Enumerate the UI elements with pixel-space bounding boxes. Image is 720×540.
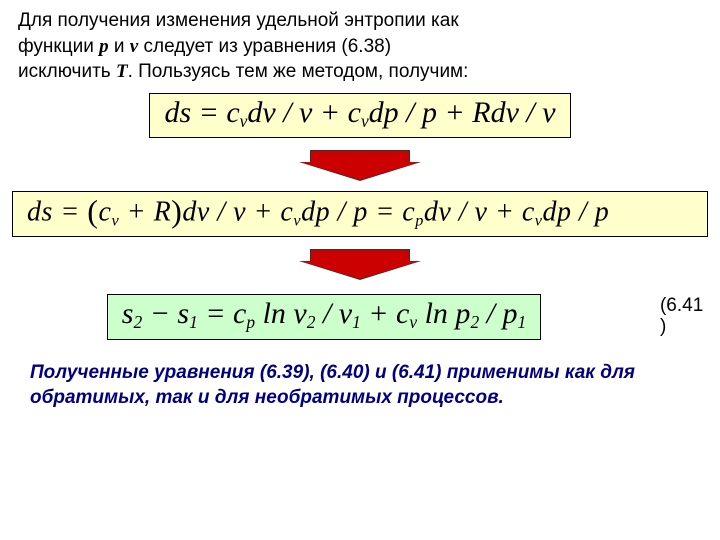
equation-3-row: s2 − s1 = cp ln v2 / v1 + cv ln p2 / p1 … [0,290,720,343]
eq3-p4: = c [198,297,247,330]
down-arrow-icon [300,146,420,180]
conclusion-paragraph: Полученные уравнения (6.39), (6.40) и (6… [0,344,720,411]
equation-2: ds = (cv + R)dv / v + cvdp / p = cpdv / … [12,191,708,237]
eq3-sub-v: v [409,313,417,333]
eq3-label-a: (6.41 [660,295,703,316]
eq2-sub-v1: v [111,212,119,230]
eq2-lparen: ( [87,193,98,229]
eq2-sub-v3: v [535,212,543,230]
intro-var-T: T [116,61,128,82]
intro-line2a: функции [18,36,99,57]
eq3-s6: 1 [517,313,526,333]
eq2-sub-p1: p [415,212,424,230]
eq3-sub-p: p [246,313,255,333]
eq3-label-b: ) [660,316,666,337]
equation-1: ds = cvdv / v + cvdp / p + Rdv / v [149,93,570,138]
eq3-p2: − s [142,297,189,330]
intro-var-v: v [130,36,138,57]
intro-line3b: . Пользуясь тем же методом, получим: [128,61,469,82]
eq2-rparen: ) [171,193,182,229]
eq3-p8: / v [315,297,352,330]
intro-var-p: p [99,36,109,57]
eq3-p14: / p [479,297,517,330]
eq3-p6: ln v [255,297,307,330]
intro-line2b: и [109,36,130,57]
intro-line3a: исключить [18,61,116,82]
eq3-s2: 1 [189,313,198,333]
eq2-p6: dv / v + c [182,197,293,228]
eq1-p0: ds = c [164,96,239,129]
eq2-p2: c [99,197,112,228]
intro-line2c: следует из уравнения (6.38) [138,36,391,57]
eq3-s1: 2 [133,313,142,333]
eq1-p2: dv / v + c [247,96,361,129]
intro-line1: Для получения изменения удельной энтропи… [18,10,459,31]
eq3-p10: + c [361,297,410,330]
down-arrow-icon [300,245,420,279]
eq2-p10: dv / v + c [424,197,535,228]
eq3-p0: s [122,297,134,330]
eq1-p4: dp / p + Rdv / v [369,96,556,129]
eq2-p4: + R [119,197,171,228]
equation-3-label: (6.41 ) [660,296,720,338]
arrow-1-wrap [0,146,720,185]
conclusion-text: Полученные уравнения (6.39), (6.40) и (6… [30,362,635,409]
eq3-s4: 1 [352,313,361,333]
eq2-p8: dp / p = c [301,197,415,228]
eq3-p12: ln p [417,297,470,330]
arrow-2-wrap [0,245,720,284]
intro-paragraph: Для получения изменения удельной энтропи… [0,0,720,89]
eq2-sub-v2: v [293,212,301,230]
eq2-p12: dp / p [543,197,610,228]
eq2-p0: ds = [27,197,87,228]
eq3-s5: 2 [470,313,479,333]
equation-3: s2 − s1 = cp ln v2 / v1 + cv ln p2 / p1 [107,294,541,339]
eq1-sub-v2: v [361,111,369,131]
